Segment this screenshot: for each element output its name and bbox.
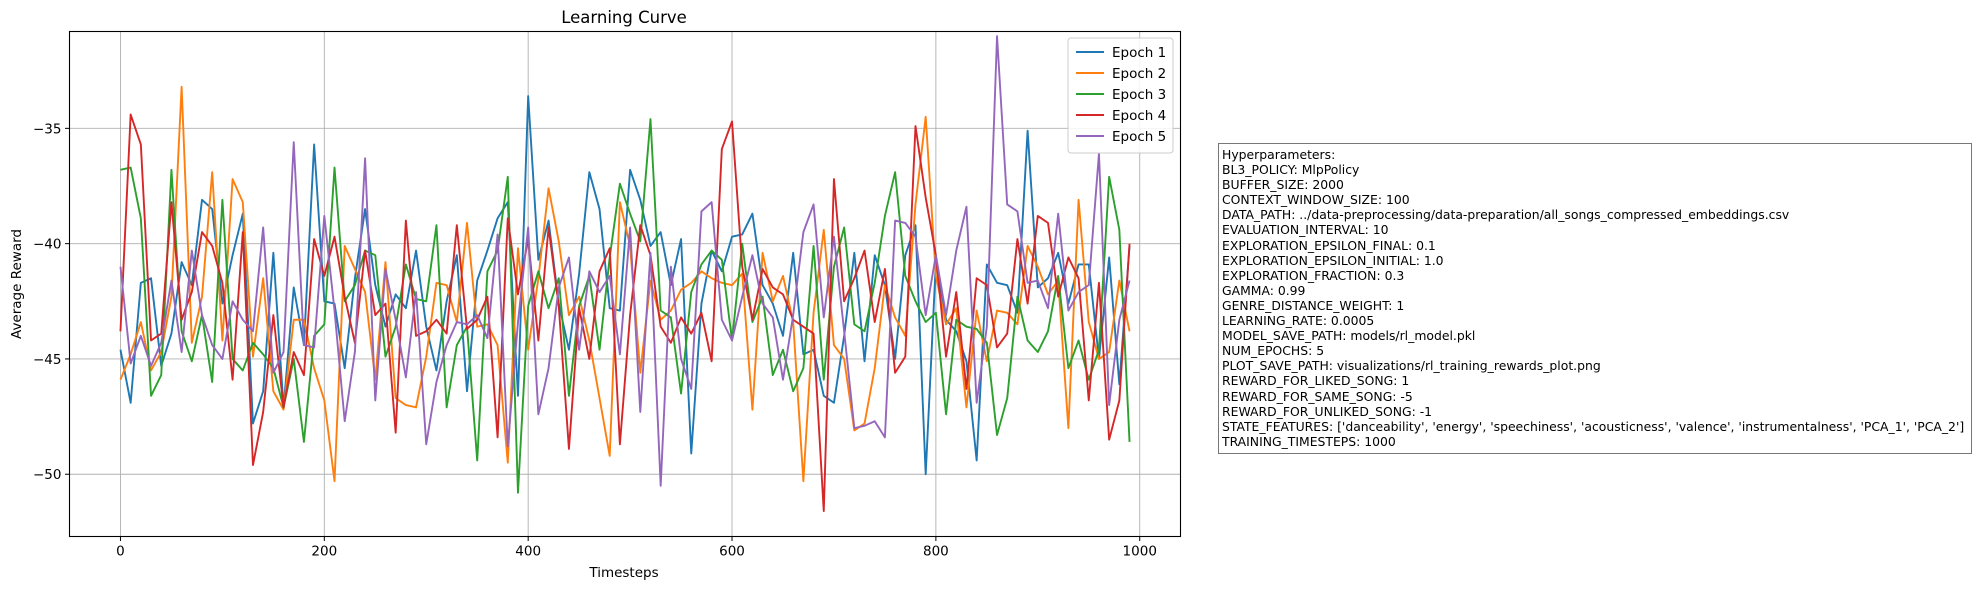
y-tick-label: −45 bbox=[33, 352, 62, 368]
x-tick-label: 200 bbox=[311, 544, 337, 560]
hyperparameter-line: DATA_PATH: ../data-preprocessing/data-pr… bbox=[1222, 207, 1790, 223]
hyperparameter-line: PLOT_SAVE_PATH: visualizations/rl_traini… bbox=[1222, 358, 1601, 374]
hyperparameter-line: MODEL_SAVE_PATH: models/rl_model.pkl bbox=[1222, 328, 1476, 344]
legend-frame bbox=[1067, 37, 1174, 154]
hyperparameter-line: BL3_POLICY: MlpPolicy bbox=[1222, 162, 1360, 178]
series-line-epoch-2 bbox=[119, 85, 1131, 483]
hyperparameter-line: LEARNING_RATE: 0.0005 bbox=[1222, 313, 1375, 329]
series-line-epoch-4 bbox=[119, 113, 1131, 513]
y-tick-label: −40 bbox=[33, 237, 62, 253]
hyperparameters-box: Hyperparameters: BL3_POLICY: MlpPolicy BUF… bbox=[1218, 143, 1972, 454]
legend-label: Epoch 5 bbox=[1112, 129, 1166, 145]
learning-curve-chart: Learning Curve 0 200 400 600 800 1000 −50 −45 −4… bbox=[9, 8, 1182, 581]
x-tick-label: 400 bbox=[515, 544, 541, 560]
x-tick-label: 0 bbox=[116, 544, 125, 560]
plot-frame bbox=[68, 30, 1182, 538]
chart-title: Learning Curve bbox=[561, 8, 687, 27]
hyperparameter-line: NUM_EPOCHS: 5 bbox=[1222, 343, 1325, 359]
hyperparameter-line: STATE_FEATURES: ['danceability', 'energy… bbox=[1222, 418, 1965, 434]
series-lines bbox=[119, 35, 1131, 513]
y-tick-label: −50 bbox=[33, 467, 62, 483]
legend-label: Epoch 2 bbox=[1112, 66, 1166, 82]
x-tick-label: 1000 bbox=[1123, 544, 1157, 560]
hyperparameter-line: REWARD_FOR_LIKED_SONG: 1 bbox=[1222, 373, 1410, 389]
hyperparameter-line: TRAINING_TIMESTEPS: 1000 bbox=[1222, 433, 1396, 449]
legend-label: Epoch 1 bbox=[1112, 45, 1166, 61]
y-axis-label: Average Reward bbox=[9, 229, 25, 339]
hyperparameters-heading: Hyperparameters: bbox=[1222, 147, 1336, 162]
x-axis-label: Timesteps bbox=[588, 565, 658, 581]
hyperparameter-line: CONTEXT_WINDOW_SIZE: 100 bbox=[1222, 192, 1410, 208]
hyperparameter-line: EXPLORATION_FRACTION: 0.3 bbox=[1222, 267, 1405, 283]
axis-ticks: 0 200 400 600 800 1000 −50 −45 −40 −35 bbox=[33, 121, 1157, 559]
hyperparameter-line: REWARD_FOR_UNLIKED_SONG: -1 bbox=[1222, 403, 1433, 419]
hyperparameter-line: REWARD_FOR_SAME_SONG: -5 bbox=[1222, 388, 1413, 404]
legend-label: Epoch 3 bbox=[1112, 87, 1166, 103]
x-tick-label: 600 bbox=[719, 544, 745, 560]
legend-label: Epoch 4 bbox=[1112, 108, 1166, 124]
hyperparameter-line: EXPLORATION_EPSILON_FINAL: 0.1 bbox=[1222, 237, 1436, 253]
series-line-epoch-5 bbox=[119, 35, 1131, 487]
y-tick-label: −35 bbox=[33, 121, 62, 137]
legend: Epoch 1 Epoch 2 Epoch 3 Epoch 4 Epoch 5 bbox=[1067, 37, 1174, 154]
hyperparameter-line: GENRE_DISTANCE_WEIGHT: 1 bbox=[1222, 297, 1405, 313]
x-tick-label: 800 bbox=[923, 544, 949, 560]
hyperparameter-line: BUFFER_SIZE: 2000 bbox=[1222, 177, 1344, 193]
hyperparameter-line: EXPLORATION_EPSILON_INITIAL: 1.0 bbox=[1222, 252, 1444, 268]
hyperparameter-line: EVALUATION_INTERVAL: 10 bbox=[1222, 222, 1389, 238]
hyperparameter-line: GAMMA: 0.99 bbox=[1222, 282, 1306, 298]
